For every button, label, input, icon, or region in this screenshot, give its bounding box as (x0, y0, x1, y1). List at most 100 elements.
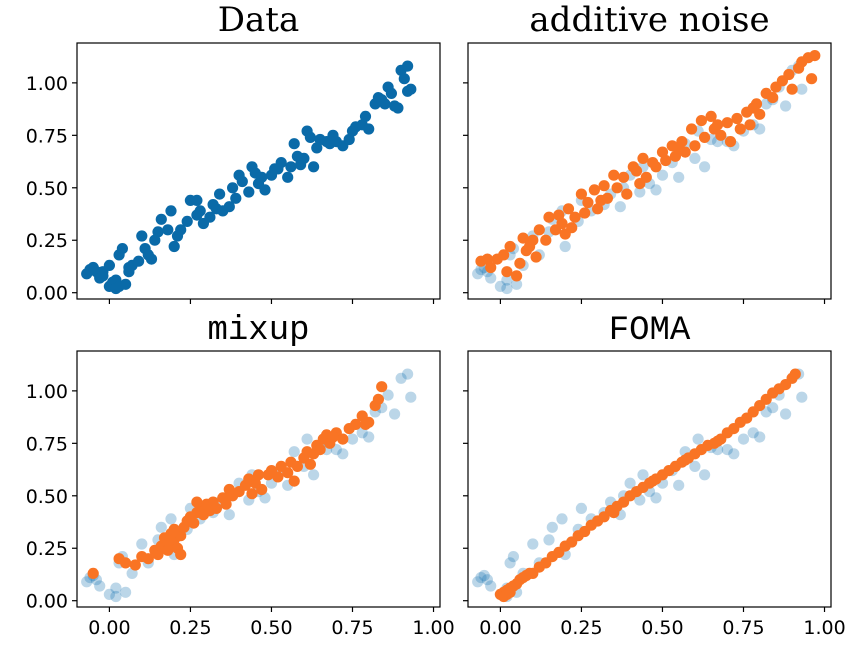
original-data-point (382, 389, 394, 401)
y-tick-label: 1.00 (26, 73, 68, 95)
augmented-data-point (129, 559, 141, 571)
original-data-point (624, 477, 636, 489)
original-data-point (194, 205, 206, 217)
x-tick-label: 0.75 (331, 617, 373, 639)
augmented-data-point (498, 249, 510, 261)
axes-frame (467, 350, 832, 608)
axes-frame (76, 350, 441, 608)
augmented-data-point (744, 119, 756, 131)
augmented-data-point (588, 184, 601, 196)
augmented-data-point (359, 418, 372, 430)
original-data-point (614, 201, 626, 213)
augmented-data-point (618, 171, 630, 183)
augmented-data-point (504, 240, 516, 253)
original-data-point (363, 431, 375, 443)
original-data-point (398, 73, 410, 85)
original-data-point (227, 182, 239, 194)
augmented-data-point (246, 488, 258, 500)
original-data-point (673, 479, 685, 491)
original-data-point (402, 60, 414, 72)
y-tick-label: 0.50 (26, 178, 68, 200)
augmented-data-point (595, 194, 607, 206)
original-data-point (543, 534, 555, 546)
x-tick-label: 0.50 (641, 617, 683, 639)
panel-additive-noise: additive noise (463, 0, 832, 304)
original-data-point (472, 268, 484, 280)
augmented-data-point (175, 548, 187, 561)
augmented-data-point (256, 483, 268, 496)
original-data-point (311, 142, 323, 154)
augmented-data-point (120, 557, 132, 569)
augmented-data-point (637, 152, 649, 164)
y-tick-label: 0.25 (26, 538, 68, 560)
original-data-point (304, 131, 316, 143)
augmented-data-point (252, 469, 265, 481)
original-data-point (343, 133, 355, 146)
augmented-data-point (747, 102, 759, 114)
original-data-point (103, 259, 115, 271)
augmented-data-point (621, 188, 633, 200)
augmented-data-point (559, 228, 571, 240)
original-data-point (559, 240, 571, 253)
augmented-data-point (679, 454, 691, 466)
original-data-point (97, 270, 109, 282)
original-data-point (236, 175, 248, 188)
y-tick-label: 1.00 (26, 381, 68, 403)
series-augmented (494, 368, 801, 603)
original-data-point (282, 171, 294, 183)
original-data-point (472, 576, 484, 588)
original-data-point (94, 580, 106, 592)
original-data-point (481, 574, 493, 586)
original-data-point (405, 83, 417, 95)
x-tick-label: 0.00 (479, 617, 521, 639)
x-tick-label: 0.25 (169, 617, 211, 639)
augmented-data-point (592, 203, 604, 215)
original-data-point (575, 502, 588, 514)
original-data-point (110, 582, 122, 594)
y-tick-label: 0.50 (26, 486, 68, 508)
original-data-point (308, 469, 320, 481)
original-data-point (689, 152, 701, 164)
original-data-point (123, 261, 135, 274)
axes-frame (76, 42, 441, 300)
x-tick-label: 1.00 (412, 617, 454, 639)
original-data-point (259, 492, 271, 504)
x-tick-label: 0.25 (560, 617, 602, 639)
augmented-data-point (87, 567, 99, 580)
series-original (81, 60, 417, 295)
original-data-point (405, 391, 417, 403)
series-original (81, 368, 417, 603)
augmented-data-point (350, 418, 362, 430)
augmented-data-point (272, 471, 284, 483)
augmented-data-point (767, 92, 779, 104)
augmented-data-point (524, 240, 536, 253)
augmented-data-point (575, 188, 588, 200)
augmented-data-point (543, 211, 555, 223)
original-data-point (637, 469, 649, 481)
original-data-point (754, 431, 766, 443)
augmented-data-point (699, 131, 711, 143)
original-data-point (527, 538, 539, 550)
augmented-data-point (553, 209, 565, 221)
original-data-point (191, 194, 203, 206)
original-data-point (168, 240, 180, 253)
original-data-point (510, 278, 523, 290)
augmented-data-point (611, 182, 623, 194)
y-tick-label: 0.25 (26, 230, 68, 252)
original-data-point (501, 282, 513, 295)
augmented-data-point (220, 498, 232, 510)
augmented-data-point (514, 257, 526, 269)
original-data-point (721, 444, 733, 456)
augmented-data-point (647, 475, 659, 487)
original-data-point (288, 138, 300, 150)
original-data-point (494, 280, 506, 292)
original-data-point (673, 171, 685, 183)
original-data-point (634, 494, 646, 506)
augmented-data-point (695, 115, 708, 127)
series-augmented (475, 50, 821, 282)
augmented-data-point (721, 117, 733, 129)
original-data-point (359, 110, 372, 122)
augmented-data-point (168, 523, 180, 536)
original-data-point (275, 157, 287, 169)
